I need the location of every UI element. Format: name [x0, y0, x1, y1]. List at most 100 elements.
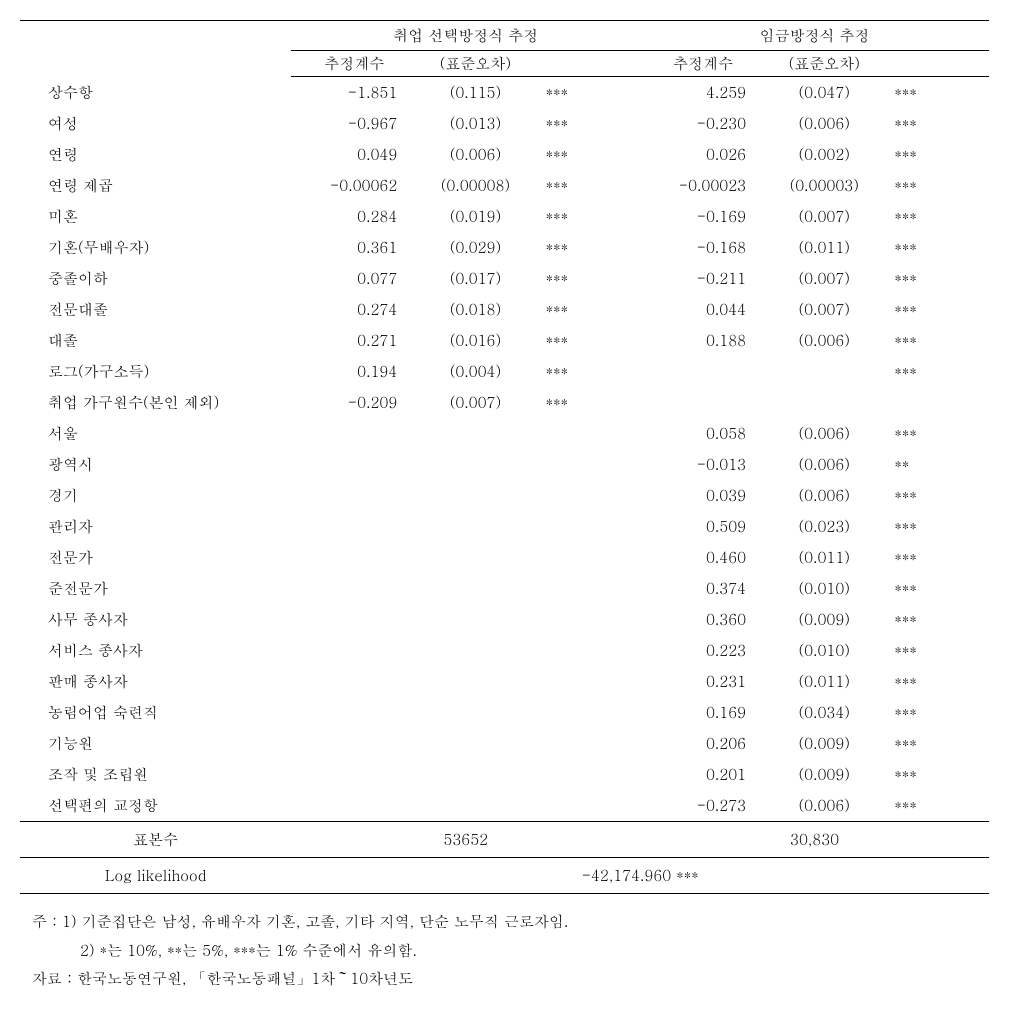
row-se2: (0.002): [766, 139, 882, 170]
row-sig2: ***: [882, 263, 989, 294]
row-coef2: -0.273: [640, 790, 766, 822]
row-se1: [417, 759, 533, 790]
row-se2: (0.009): [766, 728, 882, 759]
regression-table: 취업 선택방정식 추정 임금방정식 추정 추정계수 (표준오차) 추정계수 (표…: [20, 20, 989, 894]
row-se2: (0.006): [766, 108, 882, 139]
row-se1: (0.004): [417, 356, 533, 387]
row-se2: (0.011): [766, 666, 882, 697]
note-1: 주 : 1) 기준집단은 남성, 유배우자 기혼, 고졸, 기타 지역, 단순 …: [20, 908, 989, 937]
row-coef2: 0.201: [640, 759, 766, 790]
row-label: 준전문가: [20, 573, 291, 604]
row-label: 조작 및 조립원: [20, 759, 291, 790]
row-coef2: 0.188: [640, 325, 766, 356]
row-coef2: 0.044: [640, 294, 766, 325]
row-se2: (0.007): [766, 201, 882, 232]
header-empty: [20, 21, 291, 77]
row-se2: (0.011): [766, 232, 882, 263]
row-coef2: -0.169: [640, 201, 766, 232]
row-coef1: [291, 697, 417, 728]
group-header-2: 임금방정식 추정: [640, 21, 989, 51]
row-se1: (0.115): [417, 77, 533, 109]
table-row: 서비스 종사자 0.223 (0.010) ***: [20, 635, 989, 666]
row-sig2: ***: [882, 759, 989, 790]
row-sig1: [534, 480, 641, 511]
row-sig1: [534, 666, 641, 697]
row-se1: [417, 790, 533, 822]
row-coef2: -0.211: [640, 263, 766, 294]
table-row: 경기 0.039 (0.006) ***: [20, 480, 989, 511]
row-se1: (0.00008): [417, 170, 533, 201]
row-sig1: [534, 635, 641, 666]
row-coef1: 0.274: [291, 294, 417, 325]
table-row: 여성 -0.967 (0.013) *** -0.230 (0.006) ***: [20, 108, 989, 139]
row-coef2: -0.013: [640, 449, 766, 480]
row-label: 광역시: [20, 449, 291, 480]
subheader-se2: (표준오차): [766, 51, 882, 77]
subheader-sig1: [534, 51, 641, 77]
row-sig1: ***: [534, 139, 641, 170]
row-coef2: 0.360: [640, 604, 766, 635]
row-sig1: [534, 790, 641, 822]
row-se1: [417, 480, 533, 511]
row-se2: (0.006): [766, 449, 882, 480]
row-sig2: ***: [882, 232, 989, 263]
row-sig1: ***: [534, 294, 641, 325]
row-sig1: ***: [534, 387, 641, 418]
row-sig2: [882, 387, 989, 418]
row-sig2: ***: [882, 480, 989, 511]
row-coef1: [291, 604, 417, 635]
row-sig1: [534, 697, 641, 728]
table-row: 판매 종사자 0.231 (0.011) ***: [20, 666, 989, 697]
row-label: 기혼(무배우자): [20, 232, 291, 263]
subheader-coef2: 추정계수: [640, 51, 766, 77]
row-sig1: [534, 759, 641, 790]
table-row: 미혼 0.284 (0.019) *** -0.169 (0.007) ***: [20, 201, 989, 232]
row-coef1: [291, 542, 417, 573]
row-sig1: ***: [534, 232, 641, 263]
row-se2: (0.007): [766, 263, 882, 294]
row-sig2: ***: [882, 604, 989, 635]
row-sig1: [534, 604, 641, 635]
row-se1: [417, 635, 533, 666]
row-se1: [417, 666, 533, 697]
row-se1: [417, 728, 533, 759]
sample-size-label: 표본수: [20, 822, 291, 858]
row-se2: (0.034): [766, 697, 882, 728]
row-se1: [417, 697, 533, 728]
row-coef1: [291, 666, 417, 697]
row-sig2: ***: [882, 418, 989, 449]
row-coef2: 0.509: [640, 511, 766, 542]
row-sig1: [534, 418, 641, 449]
row-se2: (0.006): [766, 418, 882, 449]
row-se2: (0.006): [766, 325, 882, 356]
row-sig1: [534, 449, 641, 480]
row-sig1: ***: [534, 170, 641, 201]
row-coef2: 0.223: [640, 635, 766, 666]
row-se1: (0.029): [417, 232, 533, 263]
row-label: 연령 제곱: [20, 170, 291, 201]
log-likelihood-label: Log likelihood: [20, 858, 291, 894]
table-row: 로그(가구소득) 0.194 (0.004) *** ***: [20, 356, 989, 387]
row-se1: [417, 573, 533, 604]
row-sig2: **: [882, 449, 989, 480]
row-label: 서비스 종사자: [20, 635, 291, 666]
row-coef2: -0.168: [640, 232, 766, 263]
table-row: 취업 가구원수(본인 제외) -0.209 (0.007) ***: [20, 387, 989, 418]
row-coef1: [291, 759, 417, 790]
row-sig1: ***: [534, 325, 641, 356]
table-row: 농림어업 숙련직 0.169 (0.034) ***: [20, 697, 989, 728]
row-se1: [417, 604, 533, 635]
row-label: 전문가: [20, 542, 291, 573]
row-sig2: ***: [882, 511, 989, 542]
row-sig2: ***: [882, 77, 989, 109]
row-coef1: 0.284: [291, 201, 417, 232]
row-sig1: [534, 728, 641, 759]
row-se2: (0.00003): [766, 170, 882, 201]
subheader-coef1: 추정계수: [291, 51, 417, 77]
row-coef2: [640, 387, 766, 418]
row-coef2: [640, 356, 766, 387]
table-row: 연령 제곱 -0.00062 (0.00008) *** -0.00023 (0…: [20, 170, 989, 201]
row-label: 취업 가구원수(본인 제외): [20, 387, 291, 418]
table-row: 관리자 0.509 (0.023) ***: [20, 511, 989, 542]
row-se1: [417, 418, 533, 449]
